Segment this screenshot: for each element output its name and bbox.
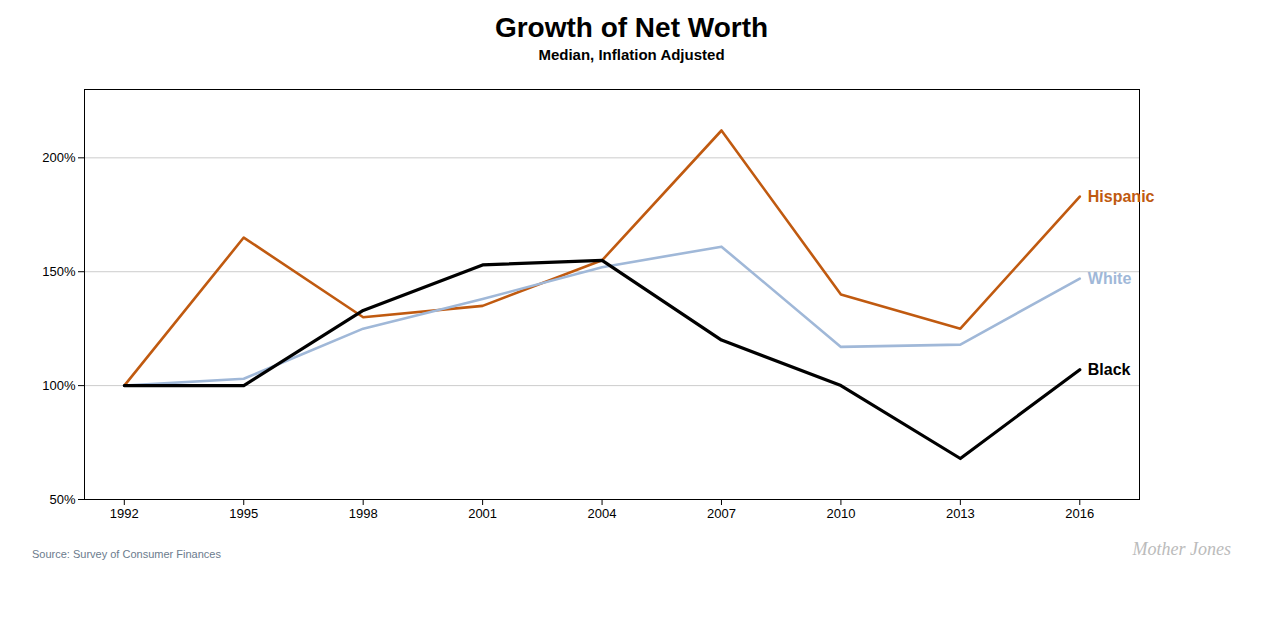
- svg-text:150%: 150%: [42, 264, 76, 279]
- svg-text:Black: Black: [1088, 361, 1131, 378]
- svg-text:50%: 50%: [49, 492, 75, 507]
- html-text:Source: Survey of Consumer Fin: Source: Survey of Consumer Finances: [32, 548, 221, 560]
- svg-text:2004: 2004: [588, 506, 617, 521]
- html-text:Growth of Net Worth: Growth of Net Worth: [494, 12, 769, 43]
- html-text:Median, Inflation Adjusted: Median, Inflation Adjusted: [538, 46, 725, 63]
- svg-text:1995: 1995: [229, 506, 258, 521]
- svg-text:2013: 2013: [946, 506, 975, 521]
- svg-text:2001: 2001: [468, 506, 497, 521]
- svg-text:2007: 2007: [707, 506, 736, 521]
- html-text:Mother Jones: Mother Jones: [1132, 539, 1231, 559]
- svg-text:1992: 1992: [110, 506, 139, 521]
- svg-text:White: White: [1088, 270, 1132, 287]
- svg-text:Hispanic: Hispanic: [1088, 188, 1155, 205]
- svg-text:2010: 2010: [826, 506, 855, 521]
- svg-text:200%: 200%: [42, 150, 76, 165]
- svg-text:1998: 1998: [349, 506, 378, 521]
- svg-text:100%: 100%: [42, 378, 76, 393]
- svg-text:2016: 2016: [1065, 506, 1094, 521]
